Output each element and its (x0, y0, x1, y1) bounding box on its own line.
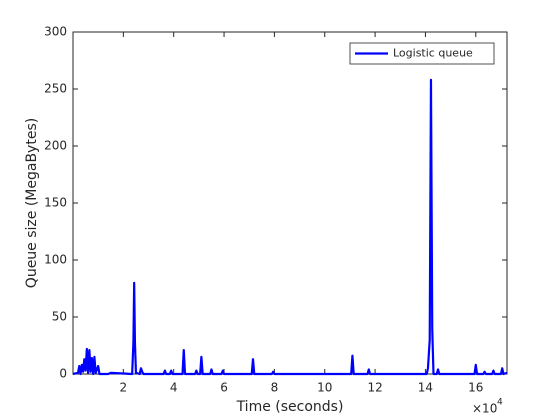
legend-box (349, 42, 495, 65)
y-tick-label: 50 (52, 310, 67, 324)
y-tick-label: 0 (59, 367, 67, 381)
y-axis-label: Queue size (MegaBytes) (24, 118, 40, 288)
x-tick-label: 8 (271, 381, 279, 395)
x-axis-label: Time (seconds) (236, 399, 344, 415)
x-multiplier-base: ×10 (472, 402, 497, 416)
x-tick-label: 10 (317, 381, 332, 395)
x-tick-label: 6 (220, 381, 228, 395)
x-tick-label: 2 (120, 381, 128, 395)
x-multiplier-exponent: 4 (497, 398, 503, 408)
y-tick-label: 100 (44, 253, 67, 267)
y-tick-label: 250 (44, 82, 67, 96)
x-tick-label: 4 (170, 381, 178, 395)
data-line (72, 78, 508, 376)
x-tick-label: 16 (468, 381, 483, 395)
y-tick-label: 300 (44, 25, 67, 39)
x-tick-label: 12 (367, 381, 382, 395)
y-tick-label: 200 (44, 139, 67, 153)
y-tick-label: 150 (44, 196, 67, 210)
legend-label: Logistic queue (393, 47, 473, 60)
x-tick-label: 14 (418, 381, 433, 395)
